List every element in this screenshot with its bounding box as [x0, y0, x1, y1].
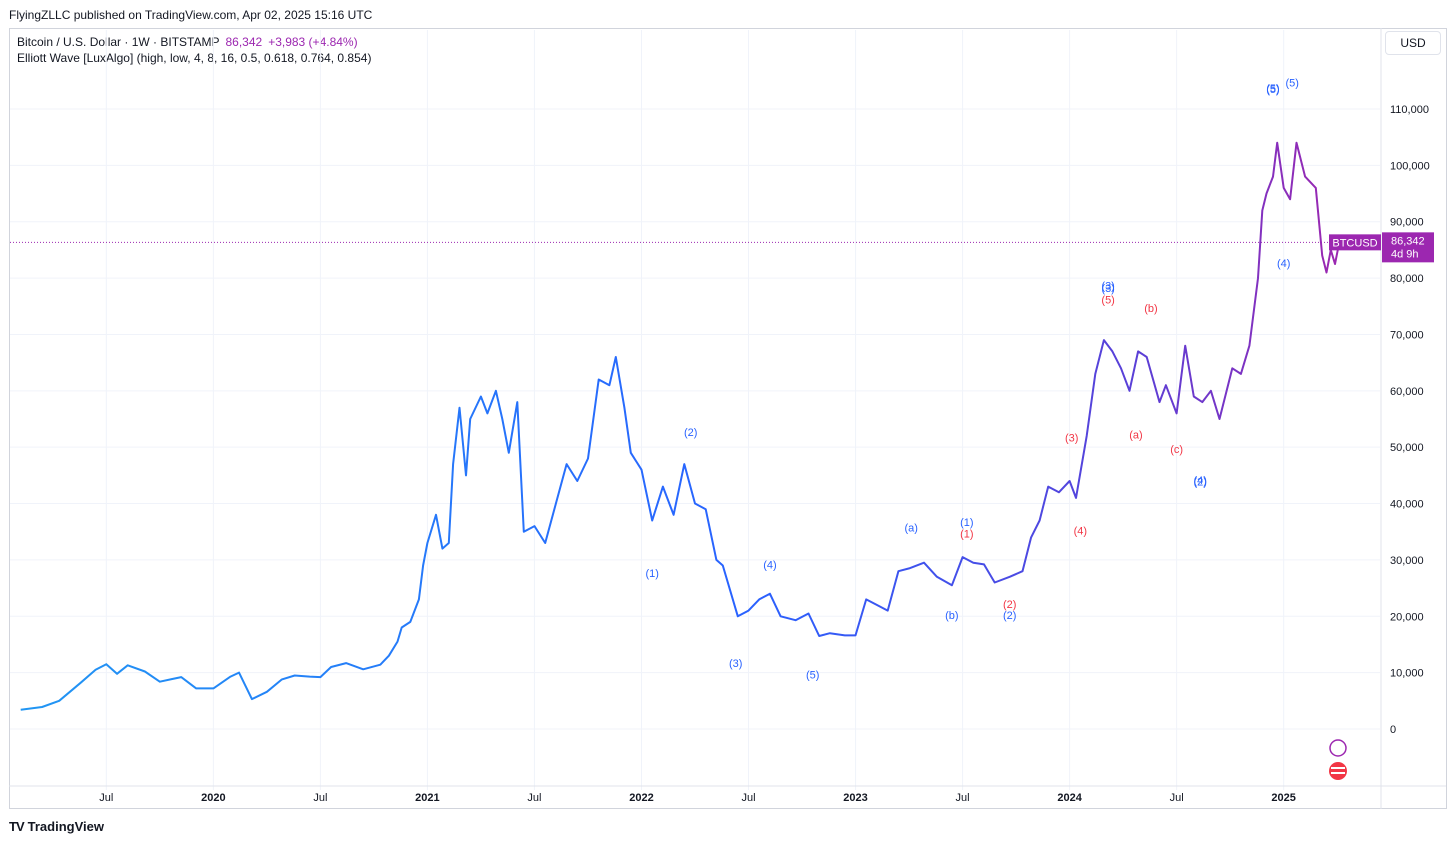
wave-label: (a): [1129, 430, 1142, 442]
x-tick-label: Jul: [99, 792, 113, 804]
tradingview-logo-icon: TV: [9, 819, 25, 834]
x-tick-label: 2022: [629, 792, 653, 804]
y-tick-label: 0: [1390, 724, 1396, 736]
x-tick-label: 2025: [1271, 792, 1295, 804]
wave-label: (1): [645, 568, 658, 580]
wave-label: (c): [1170, 444, 1183, 456]
price-tag-countdown: 4d 9h: [1391, 248, 1419, 260]
tradingview-brand: TradingView: [27, 819, 104, 834]
wave-label: (5): [1286, 77, 1299, 89]
chart-legend: Bitcoin / U.S. Dollar · 1W · BITSTAMP 86,…: [17, 34, 371, 66]
x-tick-label: 2024: [1057, 792, 1082, 804]
x-tick-label: Jul: [1170, 792, 1184, 804]
wave-label: (3): [1101, 283, 1114, 295]
us-flag-stripe: [1331, 772, 1345, 774]
wave-label: (1): [960, 517, 973, 529]
y-tick-label: 100,000: [1390, 160, 1430, 172]
x-tick-label: Jul: [741, 792, 755, 804]
x-tick-label: 2023: [843, 792, 867, 804]
us-flag-icon: [1329, 762, 1347, 780]
wave-label: (1): [960, 528, 973, 540]
y-tick-label: 60,000: [1390, 386, 1424, 398]
wave-label: (5): [1266, 84, 1279, 96]
symbol-legend-row[interactable]: Bitcoin / U.S. Dollar · 1W · BITSTAMP 86,…: [17, 34, 371, 50]
wave-label: (2): [1003, 610, 1016, 622]
x-tick-label: 2020: [201, 792, 225, 804]
wave-label: (5): [1101, 294, 1114, 306]
x-tick-label: 2021: [415, 792, 439, 804]
y-tick-label: 80,000: [1390, 273, 1424, 285]
wave-label: (2): [684, 427, 697, 439]
legend-change: +3,983 (+4.84%): [268, 35, 358, 49]
wave-label: (2): [1193, 477, 1206, 489]
legend-price: 86,342: [225, 35, 263, 49]
y-tick-label: 30,000: [1390, 555, 1424, 567]
wave-label: (b): [1144, 303, 1157, 315]
x-tick-label: Jul: [313, 792, 327, 804]
symbol-tag-bg: [1329, 234, 1381, 251]
lightning-icon: [1329, 739, 1347, 757]
y-tick-label: 90,000: [1390, 217, 1424, 229]
wave-label: (b): [945, 610, 958, 622]
chart-frame: [9, 28, 1447, 809]
footer-brand: TV TradingView: [9, 819, 104, 834]
x-tick-label: Jul: [956, 792, 970, 804]
wave-label: (5): [806, 669, 819, 681]
y-tick-label: 50,000: [1390, 442, 1424, 454]
y-tick-label: 20,000: [1390, 611, 1424, 623]
wave-label: (3): [1101, 280, 1114, 292]
indicator-legend-row[interactable]: Elliott Wave [LuxAlgo] (high, low, 4, 8,…: [17, 51, 372, 65]
symbol-name: Bitcoin / U.S. Dollar · 1W · BITSTAMP: [17, 35, 220, 49]
y-tick-label: 70,000: [1390, 329, 1424, 341]
wave-label: (3): [729, 658, 742, 670]
wave-label: (2): [1003, 599, 1016, 611]
price-series-line: [20, 141, 1341, 711]
wave-label: (4): [1193, 475, 1206, 487]
price-tag-value: 86,342: [1391, 235, 1425, 247]
us-flag-stripe: [1331, 767, 1345, 769]
y-tick-label: 10,000: [1390, 668, 1424, 680]
y-tick-label: 110,000: [1390, 104, 1429, 116]
currency-button[interactable]: USD: [1385, 31, 1441, 55]
wave-label: (3): [1065, 433, 1078, 445]
price-tag-bg: [1382, 232, 1434, 263]
wave-label: (4): [1074, 526, 1087, 538]
wave-label: (5): [1266, 83, 1279, 95]
y-tick-label: 40,000: [1390, 499, 1424, 511]
x-tick-label: Jul: [527, 792, 541, 804]
symbol-tag-label: BTCUSD: [1332, 237, 1377, 249]
publish-info: FlyingZLLC published on TradingView.com,…: [9, 8, 373, 22]
wave-label: (4): [1277, 258, 1290, 270]
wave-label: (4): [763, 559, 776, 571]
wave-label: (a): [904, 523, 917, 535]
